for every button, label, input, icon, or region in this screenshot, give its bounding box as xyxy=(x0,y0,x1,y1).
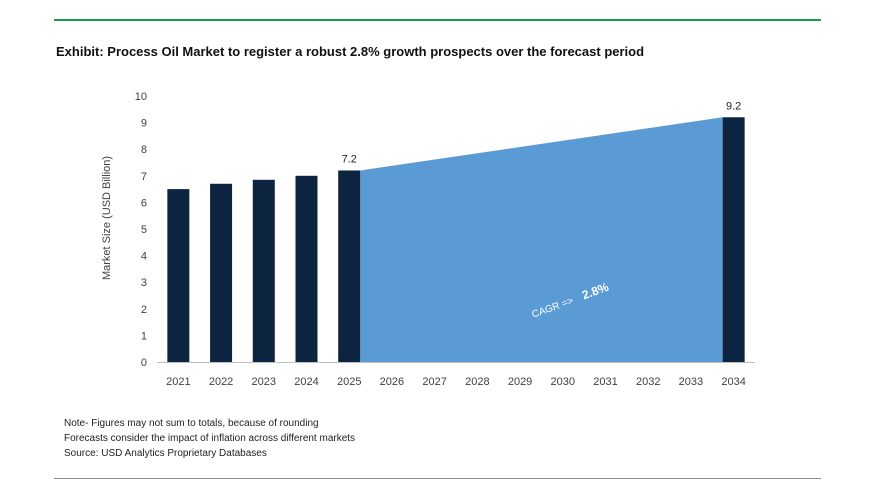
bar-2024 xyxy=(295,175,318,362)
bottom-rule xyxy=(54,478,821,479)
x-tick-label: 2033 xyxy=(679,376,703,388)
y-tick-label: 2 xyxy=(141,304,147,316)
y-tick-label: 7 xyxy=(141,171,147,183)
x-tick-label: 2024 xyxy=(294,376,318,388)
note-source: Source: USD Analytics Proprietary Databa… xyxy=(64,448,267,459)
x-tick-label: 2032 xyxy=(636,376,660,388)
x-tick-label: 2031 xyxy=(593,376,617,388)
y-axis-label: Market Size (USD Billion) xyxy=(101,156,113,280)
y-tick-label: 5 xyxy=(141,224,147,236)
footnotes: Note- Figures may not sum to totals, bec… xyxy=(64,416,355,461)
x-tick-label: 2028 xyxy=(465,376,489,388)
note-inflation: Forecasts consider the impact of inflati… xyxy=(64,433,356,444)
y-tick-label: 8 xyxy=(141,144,147,156)
bar-labels: 7.2 9.2 xyxy=(342,100,742,165)
x-tick-label: 2029 xyxy=(508,376,532,388)
x-tick-label: 2023 xyxy=(252,376,276,388)
bar-label-2034: 9.2 xyxy=(726,100,741,112)
x-tick-label: 2026 xyxy=(380,376,404,388)
top-rule xyxy=(54,19,821,21)
y-tick-label: 0 xyxy=(141,357,147,369)
y-tick-label: 3 xyxy=(141,277,147,289)
y-tick-label: 4 xyxy=(141,251,147,263)
y-tick-label: 10 xyxy=(135,91,147,103)
x-tick-label: 2034 xyxy=(721,376,745,388)
x-axis-ticks: 2021 2022 2023 2024 2025 2026 2027 2028 2029 2030… xyxy=(166,376,746,388)
bar-2025 xyxy=(338,170,361,362)
x-tick-label: 2027 xyxy=(422,376,446,388)
bar-2022 xyxy=(210,183,233,362)
y-tick-label: 6 xyxy=(141,197,147,209)
x-tick-label: 2021 xyxy=(166,376,190,388)
x-tick-label: 2030 xyxy=(551,376,575,388)
exhibit-title: Exhibit: Process Oil Market to register … xyxy=(56,44,645,59)
y-tick-label: 9 xyxy=(141,118,147,130)
bar-2023 xyxy=(252,179,275,362)
y-axis-ticks: 0 1 2 3 4 5 6 7 8 9 10 xyxy=(135,91,147,369)
note-rounding: Note- Figures may not sum to totals, bec… xyxy=(64,418,319,429)
x-tick-label: 2022 xyxy=(209,376,233,388)
y-tick-label: 1 xyxy=(141,330,147,342)
forecast-area xyxy=(360,117,723,362)
bars xyxy=(167,117,745,362)
bar-2034 xyxy=(722,117,745,362)
x-tick-label: 2025 xyxy=(337,376,361,388)
bar-2021 xyxy=(167,189,190,362)
bar-label-2025: 7.2 xyxy=(342,153,357,165)
